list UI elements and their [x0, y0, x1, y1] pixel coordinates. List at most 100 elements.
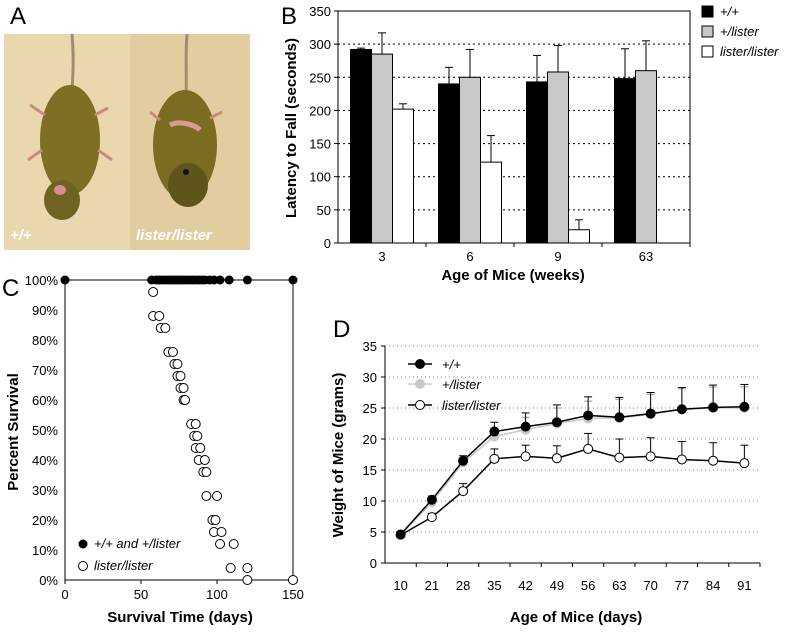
panel-d-weight-chart: Weight of Mice (grams) Age of Mice (days… — [330, 339, 761, 626]
data-point-lister — [215, 539, 226, 549]
data-point — [551, 417, 562, 428]
x-tick-label: 10 — [393, 578, 407, 593]
legend-label: +/+ and +/lister — [94, 536, 181, 551]
data-point — [614, 452, 625, 463]
bar — [350, 48, 372, 244]
data-point-lister — [242, 575, 253, 585]
y-tick-label: 100 — [309, 170, 331, 185]
legend-swatch — [701, 45, 714, 58]
data-point — [489, 426, 500, 437]
x-tick-label: 6 — [466, 249, 473, 264]
x-tick-label: 84 — [706, 578, 720, 593]
data-point-wildtype — [60, 275, 70, 285]
y-tick-label: 25 — [363, 401, 377, 416]
y-tick-label: 50 — [317, 203, 331, 218]
data-point-lister — [212, 491, 222, 501]
bar — [568, 229, 590, 244]
x-tick-label: 77 — [675, 578, 689, 593]
panel-d-x-axis-title: Age of Mice (days) — [510, 609, 643, 626]
y-tick-label: 80% — [32, 333, 58, 348]
bar — [526, 81, 548, 244]
series-line — [400, 406, 745, 535]
data-point — [489, 453, 500, 464]
x-tick-label: 63 — [612, 578, 626, 593]
panel-d-y-axis-title: Weight of Mice (grams) — [330, 373, 347, 538]
panel-d-label: D — [333, 316, 350, 343]
legend-label: +/lister — [720, 24, 759, 39]
plot-frame — [64, 279, 294, 581]
data-point — [583, 443, 594, 454]
data-point — [645, 451, 656, 462]
x-tick-label: 9 — [554, 249, 561, 264]
data-point-lister — [242, 563, 253, 573]
data-point — [426, 512, 437, 523]
data-point-lister — [167, 347, 178, 357]
x-tick-label: 0 — [61, 587, 68, 602]
y-tick-label: 35 — [363, 339, 377, 354]
panel-b-label: B — [281, 3, 297, 30]
panel-c-label: C — [2, 275, 19, 302]
y-tick-label: 200 — [309, 103, 331, 118]
data-point-wildtype — [215, 275, 225, 285]
data-point — [583, 410, 594, 421]
x-tick-label: 56 — [581, 578, 595, 593]
legend-label: lister/lister — [94, 558, 153, 573]
data-point — [458, 486, 469, 497]
legend-marker — [78, 561, 88, 571]
y-tick-label: 40% — [32, 453, 58, 468]
data-point — [676, 454, 687, 465]
bar — [392, 108, 414, 244]
x-tick-label: 49 — [550, 578, 564, 593]
data-point — [739, 401, 750, 412]
legend-label: +/+ — [442, 357, 461, 372]
legend-marker — [415, 400, 425, 410]
y-tick-label: 30% — [32, 483, 58, 498]
data-point-lister — [210, 515, 221, 525]
data-point — [708, 455, 719, 466]
data-point — [426, 494, 437, 505]
legend-marker — [415, 359, 425, 369]
y-tick-label: 5 — [370, 525, 377, 540]
x-tick-label: 42 — [518, 578, 532, 593]
data-point-lister — [201, 467, 212, 477]
data-point — [645, 408, 656, 419]
data-point-lister — [199, 455, 210, 465]
data-point — [458, 455, 469, 466]
data-point-lister — [195, 443, 206, 453]
y-tick-label: 20% — [32, 513, 58, 528]
panel-b-x-axis-title: Age of Mice (weeks) — [441, 267, 584, 284]
x-tick-label: 3 — [378, 249, 385, 264]
data-point-lister — [154, 311, 165, 321]
x-tick-label: 28 — [456, 578, 470, 593]
bar — [480, 161, 502, 244]
y-tick-label: 300 — [309, 37, 331, 52]
bar — [371, 53, 393, 244]
data-point-lister — [228, 539, 239, 549]
data-point-lister — [190, 419, 201, 429]
data-point-wildtype — [288, 275, 298, 285]
x-tick-label: 63 — [639, 249, 653, 264]
data-point-lister — [216, 527, 227, 537]
x-tick-label: 100 — [206, 587, 228, 602]
y-tick-label: 60% — [32, 393, 58, 408]
y-tick-label: 150 — [309, 137, 331, 152]
panel-c-survival-chart: Percent Survival Survival Time (days) 0%… — [5, 273, 304, 626]
legend-marker — [415, 379, 425, 389]
data-point — [520, 451, 531, 462]
panel-b-y-axis-title: Latency to Fall (seconds) — [283, 38, 300, 218]
legend-label: +/+ — [720, 4, 739, 19]
y-tick-label: 0% — [39, 573, 58, 588]
x-tick-label: 50 — [134, 587, 148, 602]
photo-right-caption: lister/lister — [136, 227, 213, 244]
data-point — [395, 529, 406, 540]
y-tick-label: 250 — [309, 70, 331, 85]
panel-c-x-axis-title: Survival Time (days) — [107, 609, 253, 626]
series-line — [400, 407, 745, 536]
x-tick-label: 91 — [737, 578, 751, 593]
panel-b-bar-chart: Latency to Fall (seconds) Age of Mice (w… — [283, 4, 779, 284]
data-point-lister — [180, 395, 191, 405]
panel-a-label: A — [10, 3, 26, 30]
data-point-lister — [178, 383, 189, 393]
data-point — [520, 421, 531, 432]
